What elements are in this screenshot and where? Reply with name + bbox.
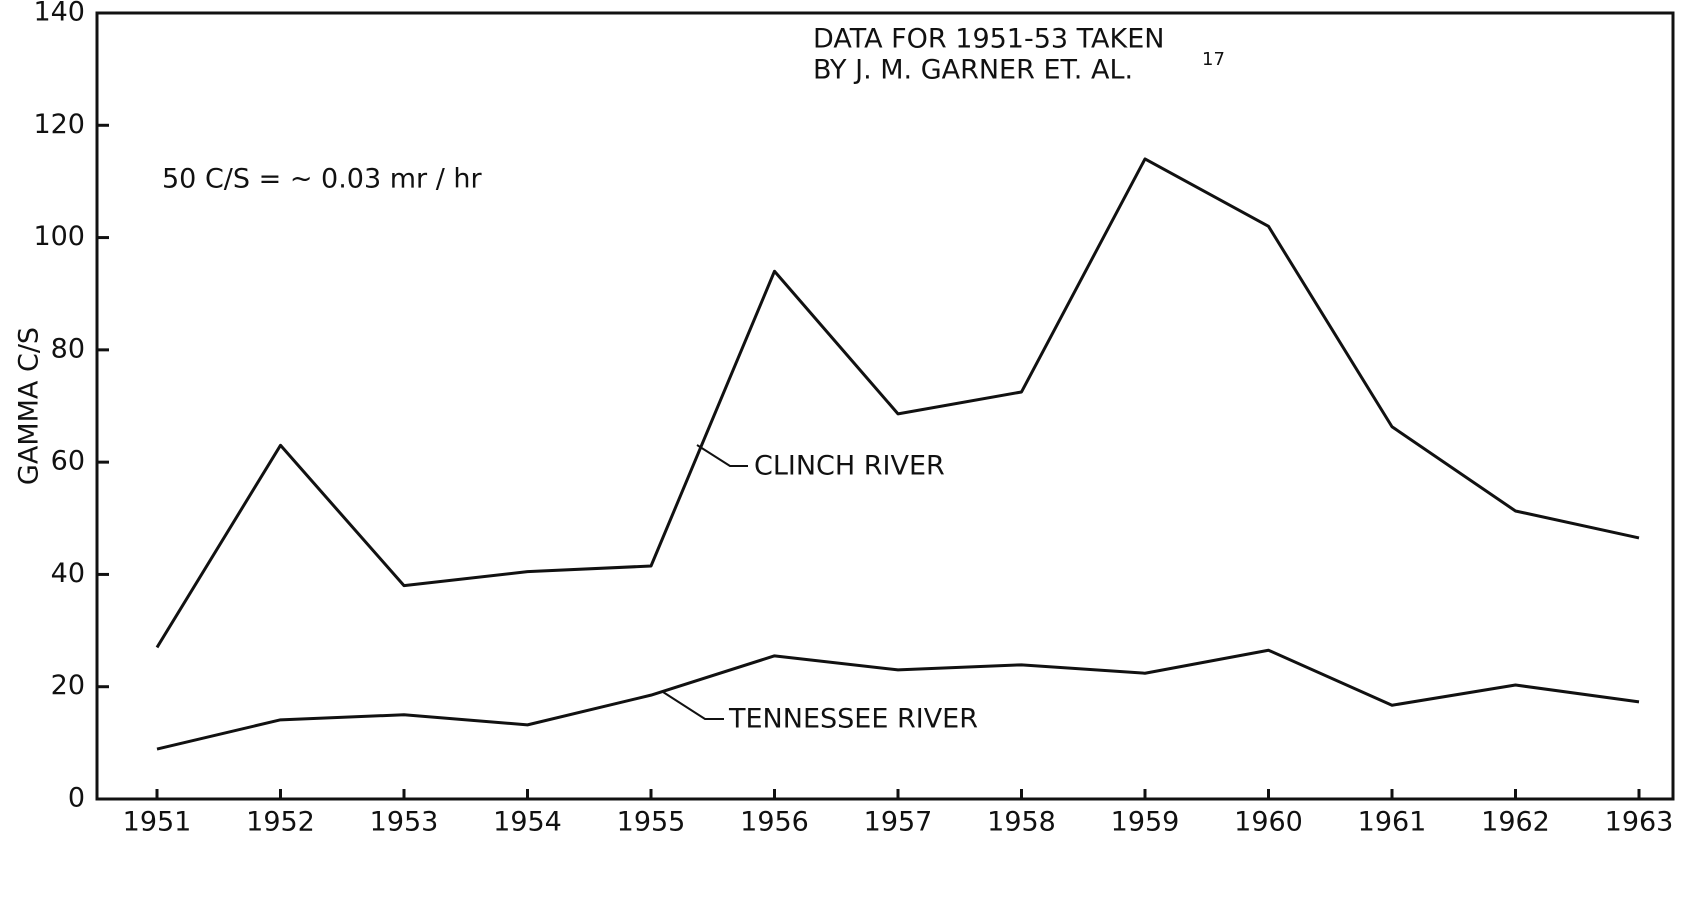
x-tick-label: 1956: [740, 807, 809, 838]
y-tick-label: 20: [51, 670, 85, 701]
x-tick-label: 1959: [1111, 807, 1180, 838]
annotation: BY J. M. GARNER ET. AL.: [813, 55, 1133, 86]
y-tick-label: 140: [33, 0, 85, 28]
x-tick-label: 1960: [1234, 807, 1303, 838]
x-tick-label: 1963: [1605, 807, 1674, 838]
x-tick-label: 1961: [1358, 807, 1427, 838]
y-tick-label: 60: [51, 446, 85, 477]
x-tick-label: 1952: [246, 807, 315, 838]
y-tick-label: 100: [33, 221, 85, 252]
annotation: DATA FOR 1951-53 TAKEN: [813, 24, 1165, 55]
y-tick-label: 120: [33, 109, 85, 140]
x-tick-label: 1958: [987, 807, 1056, 838]
x-tick-label: 1954: [493, 807, 562, 838]
annotation: 50 C/S = ∼ 0.03 mr / hr: [162, 164, 482, 195]
x-tick-label: 1951: [123, 807, 192, 838]
y-tick-label: 40: [51, 558, 85, 589]
label-arrow: [696, 444, 748, 467]
y-tick-label: 0: [68, 783, 85, 814]
x-tick-label: 1962: [1481, 807, 1550, 838]
x-tick-label: 1955: [617, 807, 686, 838]
series-line: [156, 648, 1640, 751]
y-tick-label: 80: [51, 333, 85, 364]
annotation: 17: [1202, 49, 1225, 70]
label-arrow: [662, 691, 724, 720]
series-line: [155, 157, 1640, 649]
y-axis-label: GAMMA C/S: [14, 327, 45, 485]
series-label: CLINCH RIVER: [754, 451, 945, 482]
x-tick-label: 1957: [864, 807, 933, 838]
series-label: TENNESSEE RIVER: [728, 704, 978, 735]
plot-frame: [95, 11, 1675, 801]
x-tick-label: 1953: [370, 807, 439, 838]
